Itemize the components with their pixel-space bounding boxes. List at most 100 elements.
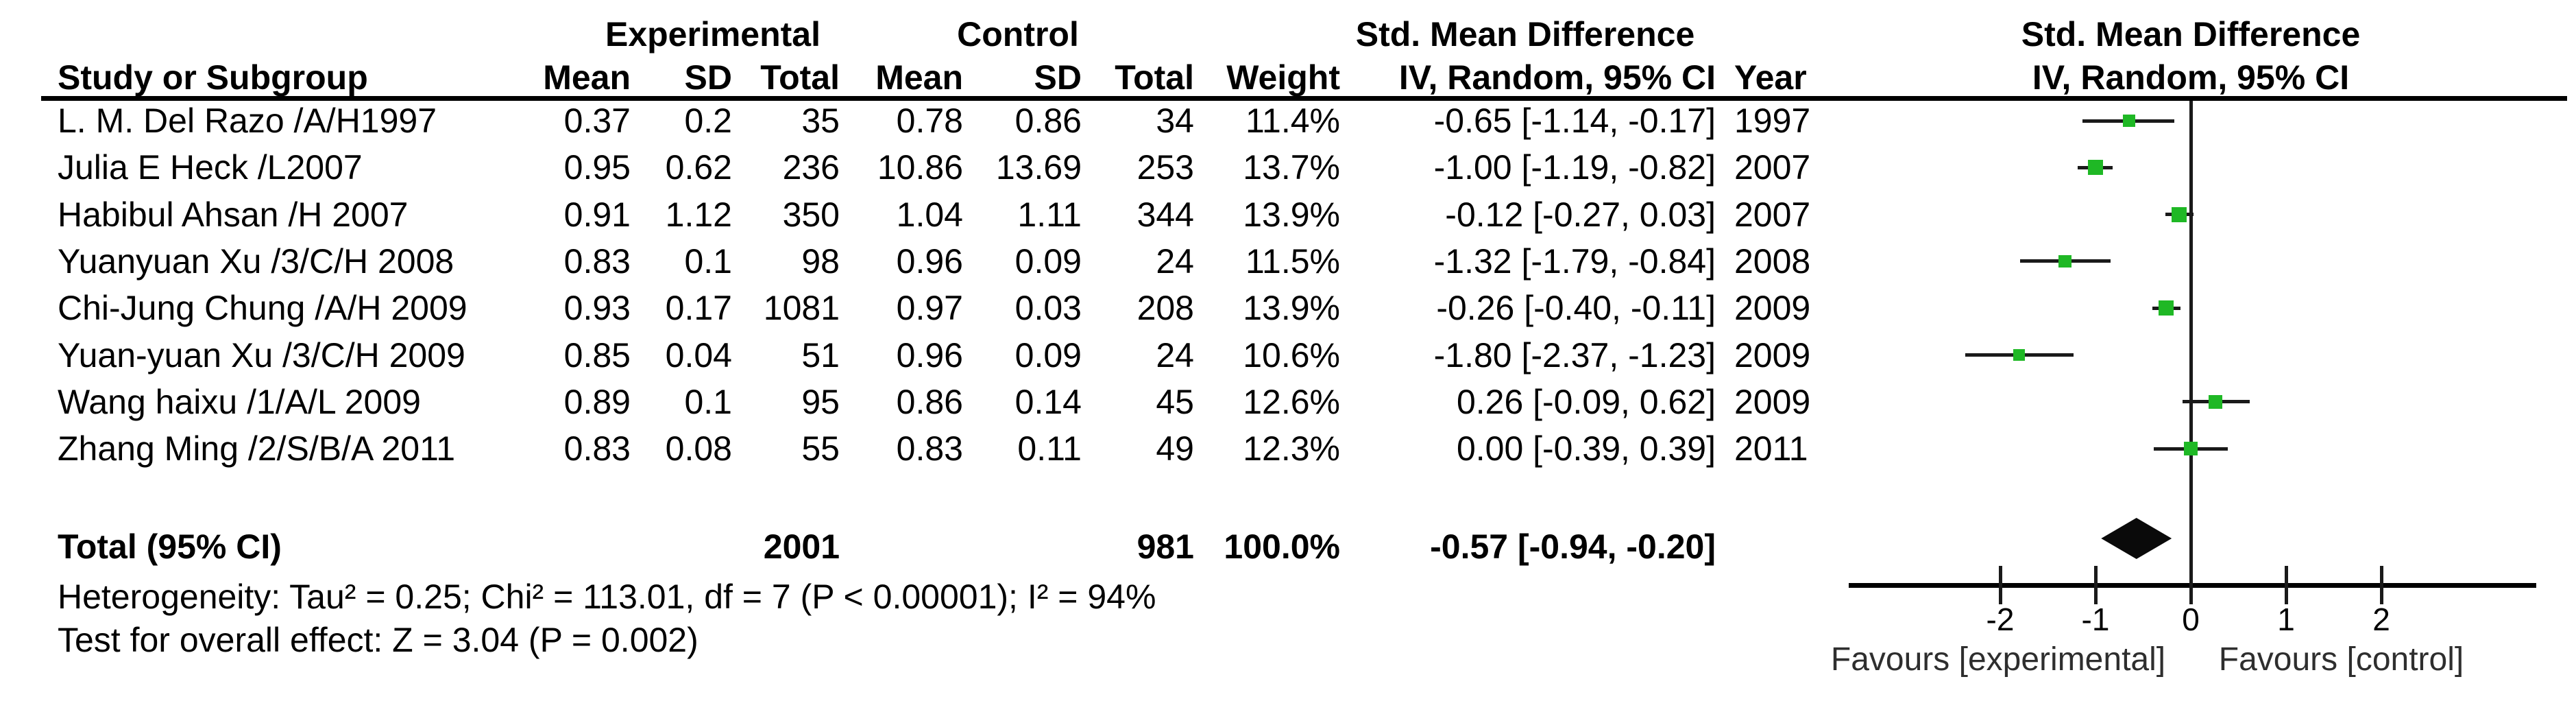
group-header-experimental: Experimental [605,15,821,54]
col-header-ctrl-sd: SD [1034,58,1082,97]
study-marker [2122,114,2135,128]
study-ctrl-mean-cell: 0.86 [896,382,963,421]
study-name: L. M. Del Razo /A/H1997 [58,102,437,140]
study-exp-sd-cell: 1.12 [665,195,732,234]
col-header-study: Study or Subgroup [58,58,368,97]
favours-left-label: Favours [experimental] [1830,641,2166,678]
study-ctrl-sd-cell: 0.09 [1014,335,1082,375]
total-weight: 100.0% [1224,527,1340,566]
axis-tick-label: 1 [2277,602,2295,637]
study-year-cell: 2009 [1734,382,1811,421]
study-exp-total-cell: 55 [801,429,840,468]
study-exp-mean-cell: 0.83 [563,429,631,468]
header-separator-line [41,96,2567,101]
zero-line [2189,101,2193,586]
study-ctrl-total-cell: 344 [1137,195,1194,234]
col-header-exp-total: Total [760,58,840,97]
study-ci-text-cell: 0.26 [-0.09, 0.62] [1456,382,1716,421]
study-exp-sd-cell: 0.2 [684,102,732,140]
study-exp-total-cell: 1081 [763,289,840,328]
col-header-exp-sd: SD [684,58,732,97]
study-ctrl-sd-cell: 0.09 [1014,241,1082,281]
total-ci-text: -0.57 [-0.94, -0.20] [1430,527,1716,566]
study-exp-sd-cell: 0.1 [684,382,732,421]
study-exp-total-cell: 51 [801,335,840,375]
study-exp-sd-cell: 0.62 [665,148,732,187]
study-ctrl-total-cell: 24 [1156,241,1194,281]
study-weight-text-cell: 12.3% [1243,429,1340,468]
study-ci-text-cell: -1.00 [-1.19, -0.82] [1433,148,1716,187]
study-exp-total-cell: 236 [782,148,840,187]
favours-right-label: Favours [control] [2218,641,2464,678]
study-exp-total-cell: 95 [801,382,840,421]
heterogeneity-text: Heterogeneity: Tau² = 0.25; Chi² = 113.0… [58,578,1156,616]
study-year-cell: 2011 [1734,429,1808,468]
study-marker [2058,254,2071,268]
study-ctrl-sd-cell: 0.03 [1014,289,1082,328]
study-weight-text-cell: 13.7% [1243,148,1340,187]
axis-tick [2093,566,2098,604]
col-header-weight: Weight [1226,58,1340,97]
study-ctrl-mean-cell: 0.83 [896,429,963,468]
study-exp-mean-cell: 0.93 [563,289,631,328]
col-header-ctrl-mean: Mean [875,58,963,97]
study-ci-text-cell: 0.00 [-0.39, 0.39] [1456,429,1716,468]
axis-tick-label: -1 [2081,602,2110,637]
study-name: Wang haixu /1/A/L 2009 [58,382,421,421]
study-exp-total-cell: 98 [801,241,840,281]
study-marker [2158,300,2174,316]
study-marker [2209,394,2223,409]
axis-tick [1998,566,2002,604]
study-year-cell: 2007 [1734,148,1811,187]
axis-tick [2284,566,2288,604]
study-ctrl-mean-cell: 0.96 [896,335,963,375]
study-ctrl-sd-cell: 1.11 [1017,195,1082,234]
study-name: Zhang Ming /2/S/B/A 2011 [58,429,456,468]
study-year-cell: 2007 [1734,195,1811,234]
study-exp-mean-cell: 0.91 [563,195,631,234]
plot-header-smd: Std. Mean Difference [2021,15,2361,54]
col-header-exp-mean: Mean [543,58,631,97]
study-ci-text-cell: -0.26 [-0.40, -0.11] [1436,289,1716,328]
group-header-control: Control [957,15,1079,54]
study-exp-mean-cell: 0.89 [563,382,631,421]
study-weight-text-cell: 13.9% [1243,289,1340,328]
total-ctrl-total: 981 [1137,527,1194,566]
study-ctrl-sd-cell: 0.14 [1014,382,1082,421]
study-ctrl-total-cell: 45 [1156,382,1194,421]
axis-line [1849,583,2536,588]
summary-diamond [2101,518,2172,559]
study-exp-sd-cell: 0.1 [684,241,732,281]
axis-tick-label: 0 [2182,602,2200,637]
study-name: Yuanyuan Xu /3/C/H 2008 [58,241,454,281]
study-ci-text-cell: -0.65 [-1.14, -0.17] [1433,102,1716,140]
study-ci-text-cell: -1.80 [-2.37, -1.23] [1433,335,1716,375]
study-ctrl-sd-cell: 13.69 [995,148,1082,187]
axis-tick [2379,566,2383,604]
study-ctrl-mean-cell: 0.97 [896,289,963,328]
study-marker [2088,160,2103,176]
study-year-cell: 2009 [1734,335,1811,375]
study-weight-text-cell: 11.4% [1245,102,1340,140]
study-ctrl-sd-cell: 0.86 [1014,102,1082,140]
study-ctrl-sd-cell: 0.11 [1017,429,1082,468]
study-marker [2184,442,2198,455]
study-ctrl-total-cell: 208 [1137,289,1194,328]
group-header-smd-table: Std. Mean Difference [1355,15,1695,54]
study-exp-total-cell: 350 [782,195,840,234]
study-name: Chi-Jung Chung /A/H 2009 [58,289,467,328]
study-weight-text-cell: 12.6% [1243,382,1340,421]
col-header-ctrl-total: Total [1115,58,1194,97]
study-ctrl-total-cell: 24 [1156,335,1194,375]
study-exp-mean-cell: 0.85 [563,335,631,375]
study-name: Habibul Ahsan /H 2007 [58,195,409,234]
study-weight-text-cell: 13.9% [1243,195,1340,234]
study-ctrl-total-cell: 49 [1156,429,1194,468]
study-weight-text-cell: 10.6% [1243,335,1340,375]
plot-header-iv: IV, Random, 95% CI [2032,58,2350,97]
study-marker [2013,349,2026,361]
study-year-cell: 2008 [1734,241,1811,281]
study-weight-text-cell: 11.5% [1245,241,1340,281]
study-ci-text-cell: -1.32 [-1.79, -0.84] [1433,241,1716,281]
